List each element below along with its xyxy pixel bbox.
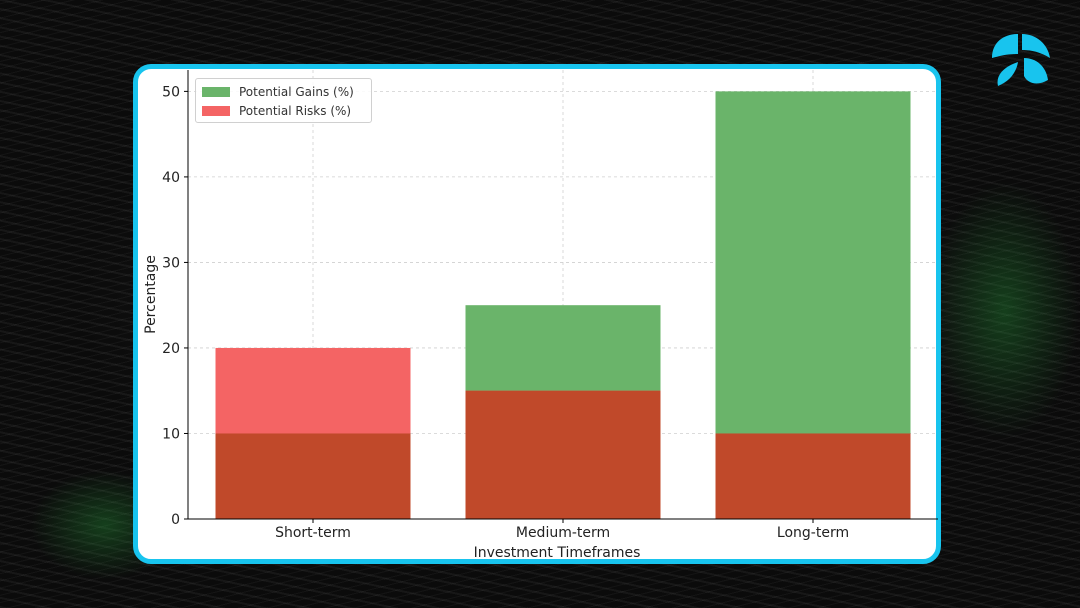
bar-overlap (465, 390, 661, 519)
x-tick-label: Long-term (777, 525, 849, 541)
legend-label-gains: Potential Gains (%) (239, 84, 354, 99)
y-tick-label: 30 (162, 255, 180, 271)
legend-label-risks: Potential Risks (%) (239, 103, 352, 118)
y-tick-label: 40 (162, 170, 180, 186)
chart-legend: Potential Gains (%) Potential Risks (%) (195, 78, 372, 123)
brand-logo-icon (992, 34, 1050, 86)
y-tick-label: 0 (171, 512, 180, 528)
legend-swatch-risks (202, 105, 230, 116)
y-tick-label: 50 (162, 84, 180, 100)
x-tick-label: Medium-term (516, 525, 610, 541)
background-glow (930, 180, 1080, 440)
y-tick-label: 10 (162, 426, 180, 442)
y-tick-label: 20 (162, 341, 180, 357)
legend-item-risks: Potential Risks (%) (202, 101, 365, 120)
legend-item-gains: Potential Gains (%) (202, 82, 365, 101)
bar-overlap (715, 433, 911, 519)
bar-overlap (215, 433, 411, 519)
x-axis-label: Investment Timeframes (474, 545, 641, 561)
x-tick-label: Short-term (275, 525, 351, 541)
legend-swatch-gains (202, 86, 230, 97)
y-axis-label: Percentage (143, 255, 159, 334)
